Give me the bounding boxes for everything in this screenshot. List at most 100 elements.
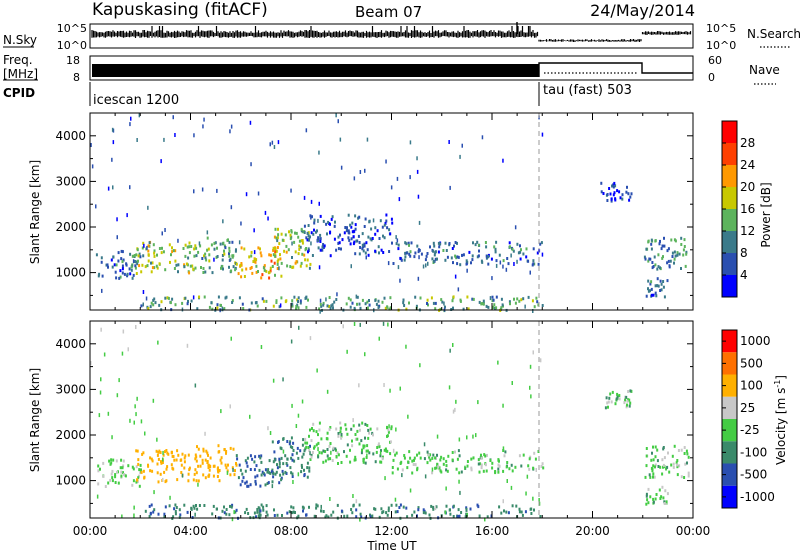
- velocity-cell: [167, 452, 170, 456]
- velocity-cell: [497, 458, 500, 462]
- velocity-cell: [322, 510, 325, 513]
- power-cell: [230, 205, 233, 210]
- power-cell: [305, 128, 308, 133]
- velocity-cell: [195, 471, 198, 475]
- velocity-cell: [165, 467, 168, 471]
- velocity-cell: [661, 472, 664, 476]
- power-cell: [303, 253, 306, 257]
- power-cell: [240, 275, 243, 279]
- velocity-cell: [253, 460, 256, 464]
- velocity-cell: [457, 508, 460, 512]
- velocity-cell: [306, 461, 309, 465]
- power-cell: [188, 251, 191, 255]
- power-cell: [359, 246, 362, 249]
- velocity-cell: [432, 453, 435, 457]
- power-cell: [424, 258, 427, 262]
- power-cell: [216, 303, 219, 307]
- power-frame: [89, 112, 694, 311]
- velocity-cell: [266, 482, 269, 485]
- power-cell: [645, 247, 648, 251]
- velocity-cell: [542, 466, 545, 470]
- power-cell: [471, 258, 474, 262]
- velocity-cell: [395, 427, 397, 432]
- velocity-cell: [112, 458, 115, 462]
- velocity-cell: [663, 502, 666, 505]
- power-cell: [257, 191, 260, 196]
- power-cell: [138, 252, 141, 256]
- velocity-cell: [680, 475, 683, 479]
- power-cell: [516, 297, 519, 301]
- power-cluster: [643, 236, 688, 271]
- power-cell: [685, 252, 688, 256]
- power-cell: [389, 232, 392, 236]
- power-cell: [609, 192, 612, 196]
- velocity-cell: [356, 437, 359, 441]
- velocity-cell: [662, 465, 664, 469]
- power-cell: [351, 221, 354, 225]
- power-cell: [277, 258, 280, 262]
- velocity-cell: [263, 473, 266, 477]
- velocity-cell: [316, 504, 319, 508]
- velocity-cell: [359, 517, 361, 522]
- power-cell: [285, 250, 288, 254]
- power-cell: [237, 272, 240, 276]
- power-cell: [274, 227, 277, 231]
- velocity-cell: [529, 364, 532, 369]
- velocity-cell: [181, 473, 184, 478]
- power-cell: [154, 301, 157, 305]
- velocity-cell: [142, 451, 145, 455]
- power-cell: [359, 170, 362, 174]
- power-cell: [532, 309, 534, 313]
- velocity-cell: [234, 469, 236, 473]
- power-cell: [422, 264, 425, 269]
- power-cell: [313, 221, 316, 225]
- velocity-colorbar-swatch: [722, 485, 737, 509]
- power-cell: [322, 219, 325, 223]
- velocity-cell: [403, 456, 406, 460]
- power-colorbar-swatch: [722, 121, 737, 143]
- velocity-cell: [109, 478, 112, 482]
- power-cell: [532, 247, 535, 251]
- velocity-cell: [327, 515, 330, 519]
- power-cell: [450, 256, 453, 260]
- velocity-cell: [525, 491, 527, 496]
- power-cell: [137, 254, 140, 258]
- velocity-cell: [187, 472, 190, 476]
- velocity-cell: [103, 352, 106, 357]
- velocity-cell: [174, 512, 177, 516]
- power-cell: [166, 296, 169, 300]
- velocity-cell: [325, 514, 328, 518]
- power-cell: [117, 259, 120, 263]
- power-cell: [384, 221, 387, 225]
- power-cell: [317, 246, 320, 250]
- power-cell: [297, 296, 300, 300]
- velocity-cell: [218, 450, 221, 454]
- velocity-cell: [322, 449, 325, 453]
- velocity-cell: [301, 455, 304, 459]
- velocity-cell: [460, 470, 463, 474]
- power-cell: [434, 257, 437, 261]
- power-cell: [375, 302, 378, 306]
- power-cell: [249, 120, 252, 125]
- power-cell: [512, 249, 515, 253]
- power-cell: [253, 250, 256, 255]
- power-cell: [269, 266, 272, 270]
- power-cell: [614, 184, 617, 188]
- velocity-cell: [498, 505, 501, 509]
- power-colorbar-tick-label: 4: [740, 268, 748, 282]
- power-cell: [430, 296, 433, 300]
- power-cell: [476, 240, 479, 244]
- velocity-cell: [193, 506, 196, 510]
- velocity-cell: [511, 504, 514, 508]
- power-cell: [395, 235, 397, 240]
- power-cell: [132, 259, 135, 264]
- velocity-cell: [459, 490, 461, 495]
- velocity-cell: [349, 448, 351, 452]
- velocity-cell: [351, 444, 354, 448]
- velocity-cell: [163, 515, 166, 519]
- power-cell: [663, 295, 666, 299]
- velocity-cell: [249, 414, 251, 419]
- power-cell: [301, 252, 304, 256]
- velocity-cell: [286, 511, 289, 515]
- velocity-cell: [444, 510, 447, 515]
